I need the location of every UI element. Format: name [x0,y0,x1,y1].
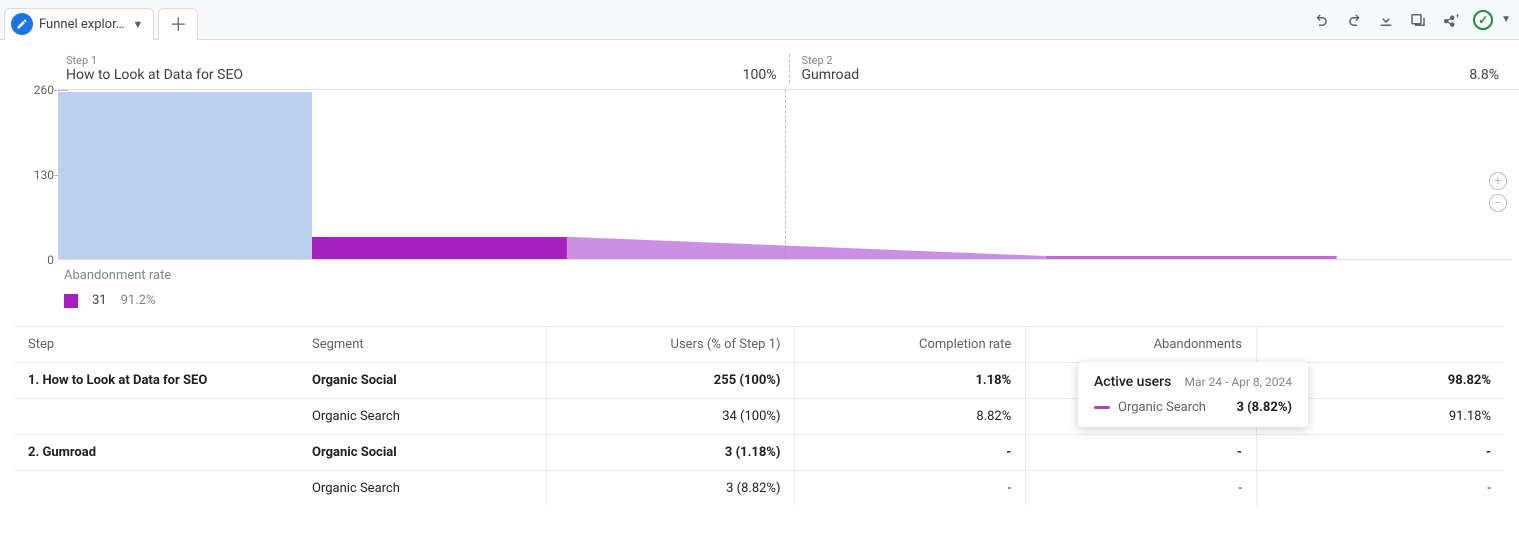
report-body: Step 1 How to Look at Data for SEO 100% … [0,40,1519,506]
export-icon[interactable] [1409,11,1427,29]
col-step: Step [14,327,298,363]
cell-step: 1. How to Look at Data for SEO [14,363,298,399]
status-menu-chevron-icon[interactable]: ▼ [1501,14,1511,25]
toolbar-actions: + ✓ ▼ [1313,10,1511,30]
y-tick: 260 [34,83,54,97]
legend-value: 31 [92,293,107,308]
table-header-row: Step Segment Users (% of Step 1) Complet… [14,327,1505,363]
cell-users: 255 (100%) [546,363,795,399]
legend-percent: 91.2% [121,293,156,308]
cell-users: 3 (1.18%) [546,435,795,471]
tooltip-series-label: Organic Search [1118,400,1228,415]
bar-organic-search [312,237,566,259]
cell-users: 34 (100%) [546,399,795,435]
step-number: Step 2 [802,54,1500,67]
col-aband-rate [1256,327,1505,363]
funnel-step-headers: Step 1 How to Look at Data for SEO 100% … [58,40,1519,90]
step-number: Step 1 [66,54,777,67]
step-percent: 100% [743,67,777,83]
cell-segment: Organic Search [298,399,547,435]
cell-completion: 8.82% [795,399,1026,435]
step-header-2: Step 2 Gumroad 8.8% [789,54,1512,83]
step-divider [785,90,786,259]
zoom-in-button[interactable]: + [1489,172,1507,190]
tooltip-series-value: 3 (8.82%) [1236,400,1292,415]
cell-aband-rate: - [1256,471,1505,507]
edit-icon [11,13,33,35]
tooltip-date: Mar 24 - Apr 8, 2024 [1185,375,1292,389]
add-tab-button[interactable]: ＋ [158,8,198,40]
y-axis: 2601300 [18,90,58,260]
y-tick: 130 [34,168,54,182]
svg-text:+: + [1455,11,1459,20]
table-row: 2. GumroadOrganic Social3 (1.18%)--- [14,435,1505,471]
chart-tooltip: Active users Mar 24 - Apr 8, 2024 Organi… [1078,362,1308,427]
step-percent: 8.8% [1469,67,1499,83]
cell-step: 2. Gumroad [14,435,298,471]
cell-segment: Organic Search [298,471,547,507]
col-segment: Segment [298,327,547,363]
col-users: Users (% of Step 1) [546,327,795,363]
cell-completion: 1.18% [795,363,1026,399]
col-completion: Completion rate [795,327,1026,363]
step-title: Gumroad [802,67,860,83]
funnel-chart: 2601300 + − [18,90,1511,260]
cell-segment: Organic Social [298,363,547,399]
table-row: Organic Search3 (8.82%)--- [14,471,1505,507]
cell-users: 3 (8.82%) [546,471,795,507]
zoom-controls: + − [1489,172,1507,212]
cell-completion: - [795,435,1026,471]
bar-organic-social [58,92,312,259]
top-tab-bar: Funnel explor… ▼ ＋ + ✓ ▼ [0,0,1519,40]
cell-segment: Organic Social [298,435,547,471]
cell-aband-rate: - [1256,435,1505,471]
report-tab[interactable]: Funnel explor… ▼ [4,8,154,40]
cell-step [14,399,298,435]
redo-icon[interactable] [1345,11,1363,29]
tab-title: Funnel explor… [39,17,124,32]
abandonment-label: Abandonment rate [64,260,1519,287]
step-title: How to Look at Data for SEO [66,67,243,83]
y-tick: 0 [47,253,54,267]
zoom-out-button[interactable]: − [1489,194,1507,212]
tooltip-title: Active users [1094,374,1171,390]
undo-icon[interactable] [1313,11,1331,29]
cell-step [14,471,298,507]
tooltip-series-swatch [1094,406,1110,409]
cell-completion: - [795,471,1026,507]
chart-plot [58,90,1511,260]
tab-menu-chevron-icon[interactable]: ▼ [132,18,143,31]
status-ok-icon[interactable]: ✓ [1473,10,1493,30]
col-aband: Abandonments [1026,327,1257,363]
cell-aband: - [1026,435,1257,471]
cell-aband: - [1026,471,1257,507]
download-icon[interactable] [1377,11,1395,29]
legend-swatch [64,294,78,308]
step-header-1: Step 1 How to Look at Data for SEO 100% [66,54,789,83]
abandonment-legend: 31 91.2% [64,287,1519,326]
share-icon[interactable]: + [1441,11,1459,29]
